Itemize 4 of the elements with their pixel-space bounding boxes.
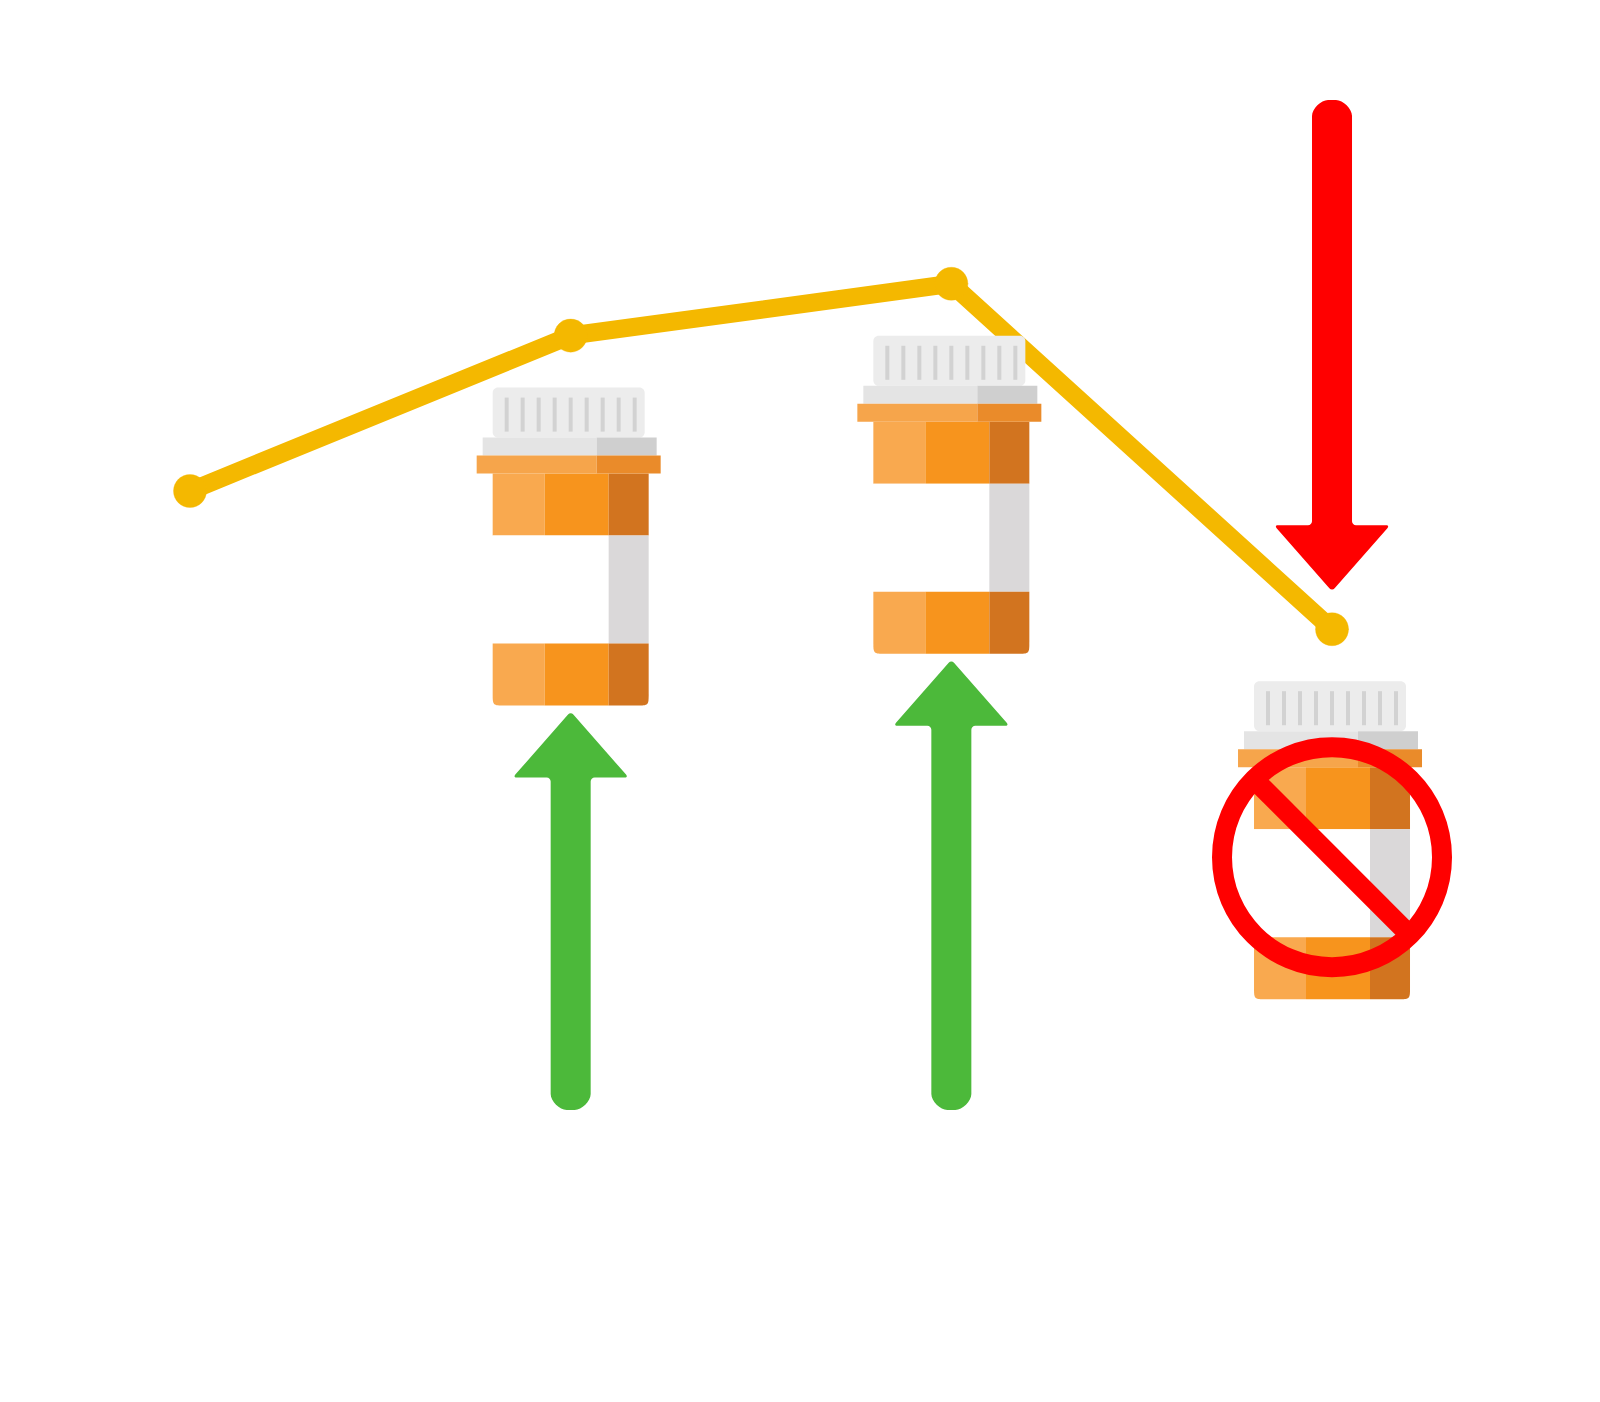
- point: [934, 267, 969, 301]
- point: [173, 474, 207, 508]
- point: [553, 318, 588, 353]
- point: [1315, 612, 1349, 646]
